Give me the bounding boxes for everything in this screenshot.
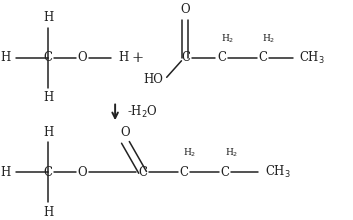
Text: O: O [181,3,190,16]
Text: C: C [179,166,189,179]
Text: +: + [131,51,144,65]
Text: C: C [217,51,226,64]
Text: C: C [258,51,268,64]
Text: H$_2$: H$_2$ [225,147,238,159]
Text: H$_2$: H$_2$ [262,32,276,44]
Text: C: C [221,166,229,179]
Text: H: H [43,91,53,104]
Text: C: C [43,166,53,179]
Text: C: C [138,166,147,179]
Text: O: O [78,51,87,64]
Text: H$_2$: H$_2$ [184,147,197,159]
Text: H: H [43,11,53,24]
Text: O: O [78,166,87,179]
Text: H: H [43,206,53,219]
Text: O: O [121,126,130,139]
Text: H$_2$: H$_2$ [221,32,234,44]
Text: C: C [181,51,190,64]
Text: CH$_3$: CH$_3$ [265,164,291,180]
Text: -H$_2$O: -H$_2$O [127,104,158,120]
Text: H: H [0,51,10,64]
Text: CH$_3$: CH$_3$ [299,50,325,66]
Text: HO: HO [143,73,163,86]
Text: H: H [43,126,53,139]
Text: C: C [43,51,53,64]
Text: H: H [119,51,129,64]
Text: H: H [0,166,10,179]
